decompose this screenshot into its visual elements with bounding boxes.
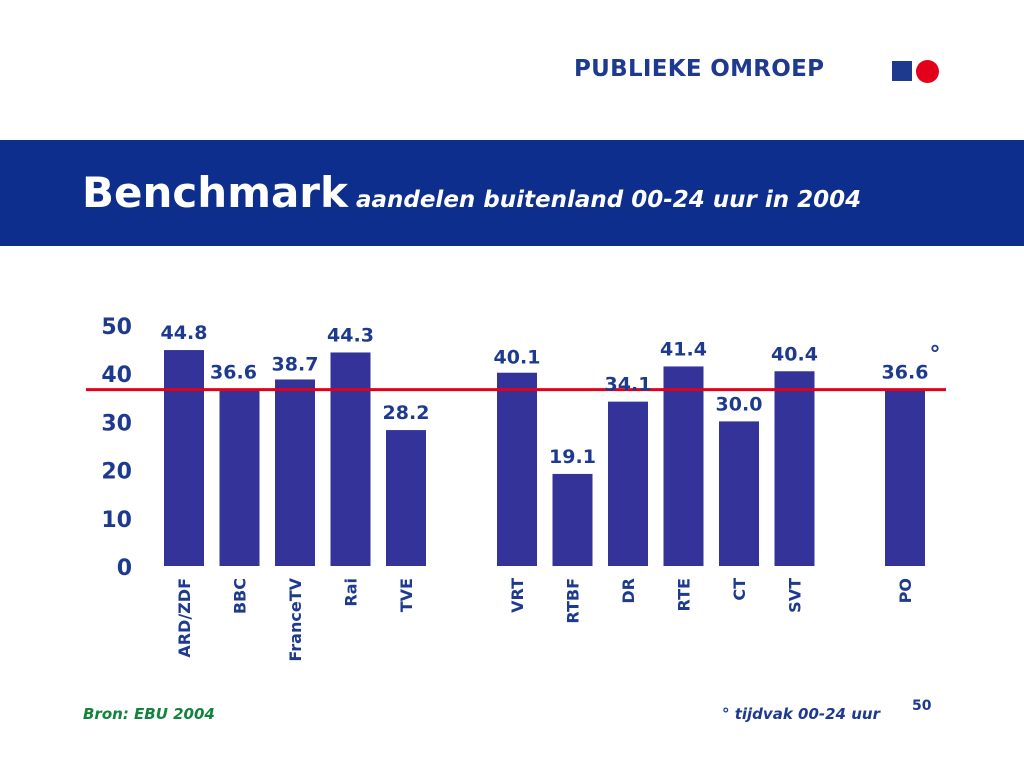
bar [552, 473, 593, 566]
annotation-mark: ° [930, 343, 941, 368]
x-tick-label: VRT [508, 578, 527, 613]
y-tick-label: 20 [101, 460, 132, 485]
x-tick-label: CT [730, 578, 749, 601]
x-tick-label: PO [896, 578, 915, 603]
logo-circle-icon [916, 60, 939, 83]
page-title: Benchmark aandelen buitenland 00-24 uur i… [82, 168, 861, 217]
x-tick-label: RTBF [564, 578, 583, 624]
source-note: Bron: EBU 2004 [83, 705, 215, 723]
title-subtitle: aandelen buitenland 00-24 uur in 2004 [355, 187, 862, 213]
y-tick-label: 40 [101, 363, 132, 388]
bar [663, 366, 704, 566]
x-tick-label: BBC [231, 578, 250, 614]
logo-text: PUBLIEKE OMROEP [574, 56, 825, 82]
title-band [0, 140, 1024, 246]
bar [164, 350, 204, 566]
x-tick-label: FranceTV [286, 577, 305, 661]
x-tick-label: RTE [675, 578, 694, 611]
bar [275, 379, 315, 566]
bar [219, 389, 260, 566]
data-label: 36.6 [882, 362, 929, 384]
bar [774, 371, 815, 566]
title-text: Benchmark [82, 168, 348, 217]
x-tick-label: TVE [397, 578, 416, 612]
data-label: 40.4 [771, 343, 818, 365]
bar [497, 372, 537, 566]
y-tick-label: 0 [117, 556, 132, 581]
x-tick-label: DR [619, 578, 638, 604]
page-number: 50 [912, 698, 932, 714]
data-label: 44.3 [327, 324, 374, 346]
data-label: 30.0 [716, 393, 763, 415]
footnote: ° tijdvak 00-24 uur [722, 705, 880, 723]
y-tick-label: 30 [101, 411, 132, 436]
bar [719, 421, 759, 566]
y-tick-label: 50 [101, 315, 132, 340]
y-tick-label: 10 [101, 508, 132, 533]
data-label: 19.1 [549, 446, 596, 468]
x-tick-label: Rai [342, 578, 361, 607]
data-label: 40.1 [494, 347, 541, 369]
x-tick-label: ARD/ZDF [175, 578, 194, 658]
bar [885, 389, 925, 566]
bar [330, 352, 371, 566]
data-label: 28.2 [383, 402, 430, 424]
bar [386, 430, 426, 566]
data-label: 41.4 [660, 338, 707, 360]
data-label: 36.6 [210, 362, 257, 384]
data-label: 34.1 [605, 374, 652, 396]
x-tick-label: SVT [786, 578, 805, 613]
logo-square-icon [892, 61, 912, 81]
data-label: 44.8 [161, 322, 208, 344]
bar [608, 401, 648, 566]
data-label: 38.7 [272, 353, 319, 375]
